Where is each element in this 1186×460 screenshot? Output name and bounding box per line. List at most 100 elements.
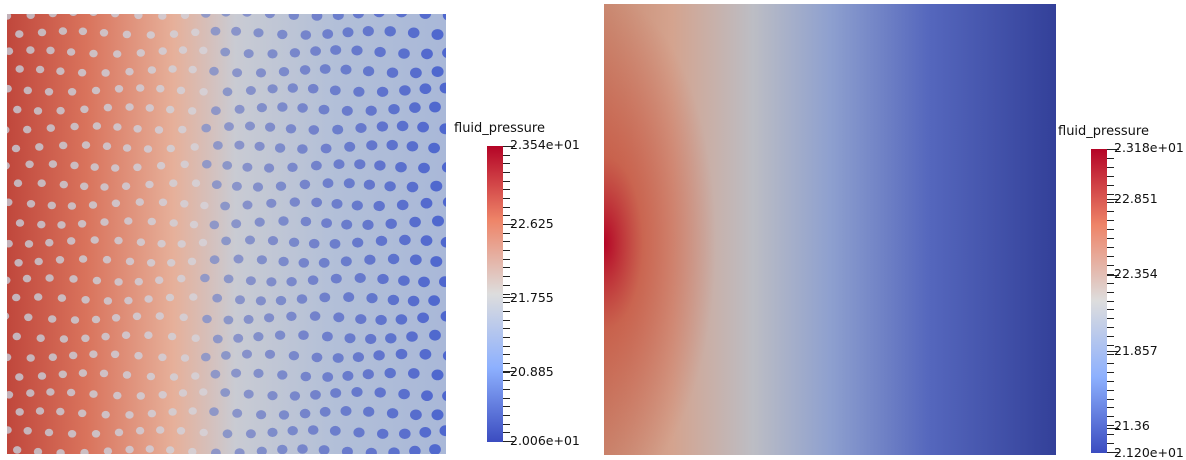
- pressure-cell: [441, 162, 446, 173]
- pressure-cell: [311, 197, 323, 208]
- pressure-cell: [121, 331, 131, 340]
- pressure-cell: [264, 163, 275, 173]
- pressure-cell: [341, 446, 353, 454]
- colorbar-minor-tick: [1107, 381, 1114, 382]
- pressure-cell: [340, 64, 352, 75]
- pressure-cell: [375, 314, 387, 326]
- pressure-cell: [122, 371, 132, 379]
- pressure-cell: [157, 239, 166, 248]
- colorbar-minor-tick: [503, 241, 510, 242]
- pressure-cell: [399, 85, 411, 96]
- pressure-cell: [319, 406, 331, 417]
- pressure-cell: [81, 296, 90, 304]
- pressure-cell: [220, 47, 231, 57]
- pressure-cell: [147, 409, 157, 418]
- pressure-cell: [158, 14, 167, 20]
- pressure-cell: [398, 48, 410, 59]
- pressure-cell: [266, 198, 277, 208]
- pressure-cell: [377, 273, 389, 285]
- pressure-cell: [396, 120, 409, 132]
- pressure-cell: [352, 14, 364, 19]
- pressure-cell: [245, 276, 256, 286]
- pressure-cell: [189, 293, 198, 301]
- pressure-cell: [322, 29, 334, 39]
- pressure-cell: [25, 160, 34, 169]
- colorbar-minor-tick: [1107, 345, 1114, 346]
- pressure-cell: [275, 181, 287, 191]
- pressure-cell: [46, 124, 55, 132]
- colorbar-minor-tick: [503, 389, 510, 390]
- left-colorbar-title: fluid_pressure: [454, 121, 545, 136]
- pressure-cell: [213, 141, 223, 150]
- pressure-cell: [321, 218, 332, 229]
- pressure-cell: [166, 105, 175, 114]
- pressure-cell: [277, 102, 288, 112]
- pressure-cell: [388, 104, 400, 115]
- pressure-cell: [78, 27, 88, 36]
- pressure-cell: [103, 103, 113, 112]
- left-pressure-field-plot: [7, 14, 446, 454]
- colorbar-minor-tick: [503, 181, 510, 182]
- pressure-cell: [146, 259, 156, 267]
- pressure-cell: [365, 447, 377, 454]
- pressure-cell: [15, 30, 24, 38]
- pressure-cell: [220, 388, 231, 397]
- pressure-cell: [167, 259, 176, 267]
- pressure-cell: [442, 350, 446, 361]
- left-colorbar: [487, 146, 503, 442]
- colorbar-minor-tick: [503, 354, 510, 355]
- pressure-cell: [58, 27, 68, 35]
- pressure-cell: [202, 159, 212, 169]
- pressure-cell: [274, 330, 286, 340]
- colorbar-minor-tick: [1107, 247, 1114, 248]
- pressure-cell: [136, 238, 146, 246]
- pressure-cell: [256, 255, 267, 265]
- pressure-cell: [409, 216, 421, 228]
- pressure-cell: [384, 26, 396, 37]
- colorbar-minor-tick: [503, 198, 510, 199]
- pressure-cell: [33, 447, 43, 454]
- pressure-cell: [69, 351, 78, 360]
- pressure-cell: [80, 105, 89, 114]
- pressure-cell: [78, 369, 88, 377]
- pressure-cell: [26, 46, 35, 54]
- pressure-cell: [45, 274, 54, 282]
- colorbar-minor-tick: [1107, 354, 1114, 355]
- pressure-cell: [15, 373, 24, 381]
- pressure-cell: [134, 351, 143, 360]
- pressure-cell: [15, 65, 24, 73]
- pressure-cell: [191, 179, 201, 187]
- pressure-cell: [176, 427, 186, 435]
- colorbar-major-tick: [1107, 149, 1119, 150]
- pressure-cell: [77, 220, 87, 228]
- pressure-cell: [298, 330, 309, 341]
- pressure-cell: [67, 237, 76, 245]
- pressure-cell: [36, 334, 45, 343]
- colorbar-major-tick: [1107, 452, 1119, 453]
- pressure-cell: [89, 390, 98, 398]
- pressure-cell: [231, 181, 242, 191]
- pressure-cell: [190, 143, 199, 151]
- pressure-cell: [386, 139, 398, 151]
- pressure-cell: [188, 407, 197, 415]
- pressure-cell: [385, 218, 397, 229]
- pressure-cell: [442, 197, 446, 207]
- pressure-cell: [255, 296, 266, 306]
- pressure-cell: [430, 180, 443, 192]
- pressure-cell: [385, 333, 397, 344]
- pressure-cell: [377, 428, 389, 439]
- pressure-cell: [156, 161, 166, 170]
- right-colorbar-min-label: 2.120e+01: [1114, 445, 1184, 460]
- pressure-cell: [243, 314, 254, 324]
- pressure-cell: [191, 28, 200, 37]
- right-colorbar-tick-label: 21.857: [1114, 343, 1158, 358]
- pressure-cell: [154, 126, 164, 134]
- pressure-cell: [387, 253, 400, 265]
- pressure-cell: [235, 295, 245, 305]
- colorbar-minor-tick: [503, 406, 510, 407]
- pressure-cell: [166, 144, 175, 153]
- pressure-cell: [135, 198, 144, 206]
- pressure-cell: [329, 425, 341, 436]
- pressure-cell: [296, 294, 308, 304]
- pressure-cell: [176, 86, 186, 95]
